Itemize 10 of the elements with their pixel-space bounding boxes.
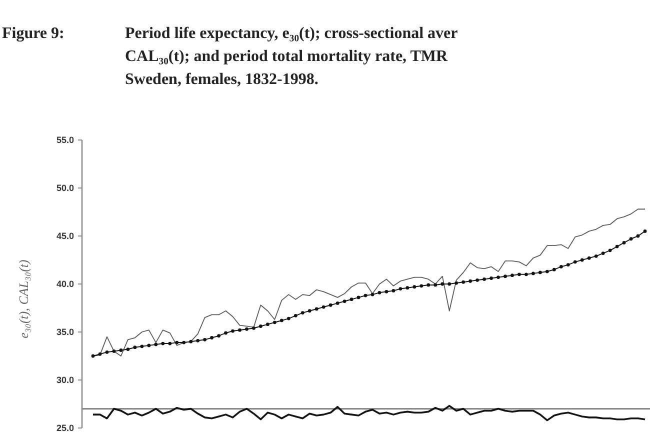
y-tick-label: 30.0 [56, 375, 74, 386]
title: Figure 9: Period life expectancy, e₃₀(t); cross-sectional aver CAL₃₀(t); and period total mortality rate, TMR Sweden, females, 1832-1998. [2, 25, 458, 88]
y-tick-label: 50.0 [56, 183, 74, 194]
y-axis-title: e₃₀(t), CAL₃₀(t) [16, 260, 31, 338]
y-tick-label: 55.0 [56, 135, 74, 146]
y-tick-label: 45.0 [56, 231, 74, 242]
y-tick-label: 40.0 [56, 279, 74, 290]
y-tick-label: 35.0 [56, 327, 74, 338]
line-series [92, 405, 646, 422]
y-tick-label: 25.0 [56, 423, 74, 434]
